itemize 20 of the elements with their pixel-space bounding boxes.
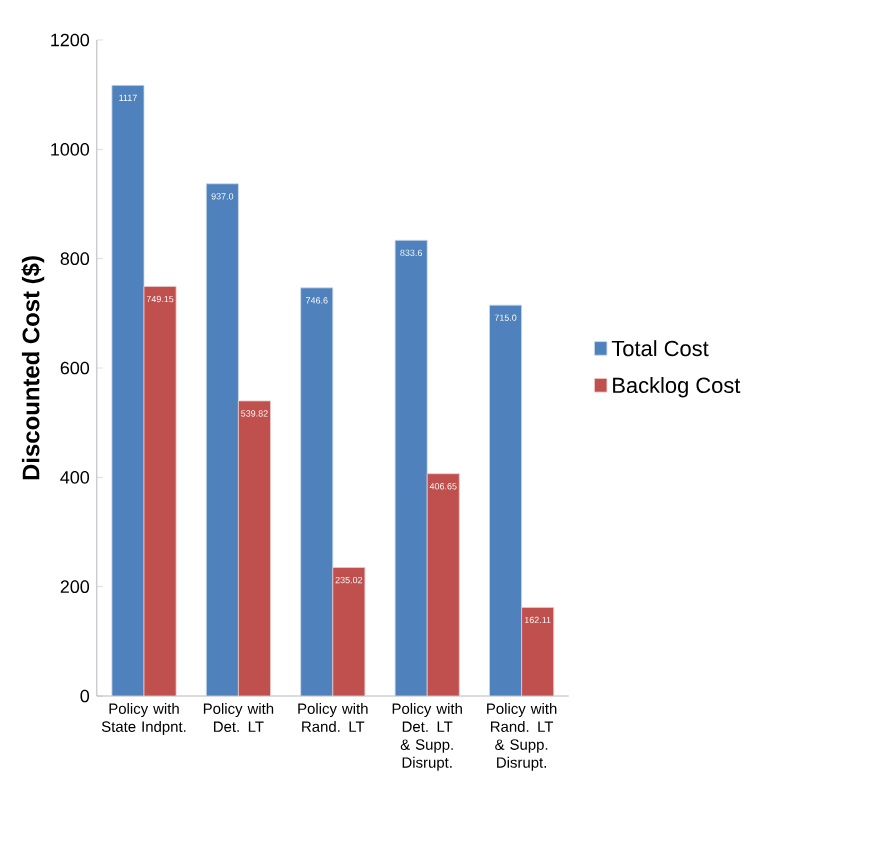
y-tick-label: 1000 [51, 142, 90, 156]
bar [238, 400, 271, 696]
y-tick-label: 1200 [51, 33, 90, 47]
bar [489, 304, 523, 696]
y-tick-label: 800 [60, 252, 90, 266]
y-tick-label: 600 [60, 361, 90, 375]
bar [521, 606, 555, 696]
bar [332, 567, 366, 696]
bar [111, 84, 145, 696]
bar [426, 473, 460, 696]
bar [205, 183, 239, 696]
y-tick-label: 0 [80, 689, 90, 703]
bar [394, 239, 428, 696]
bar [143, 286, 177, 696]
legend-label: Total Cost [611, 340, 709, 357]
y-axis-title: Discounted Cost ($) [21, 256, 45, 480]
bar [300, 287, 334, 696]
y-tick-label: 200 [60, 580, 90, 594]
y-tick-label: 400 [60, 470, 90, 484]
legend-label: Backlog Cost [613, 376, 741, 398]
